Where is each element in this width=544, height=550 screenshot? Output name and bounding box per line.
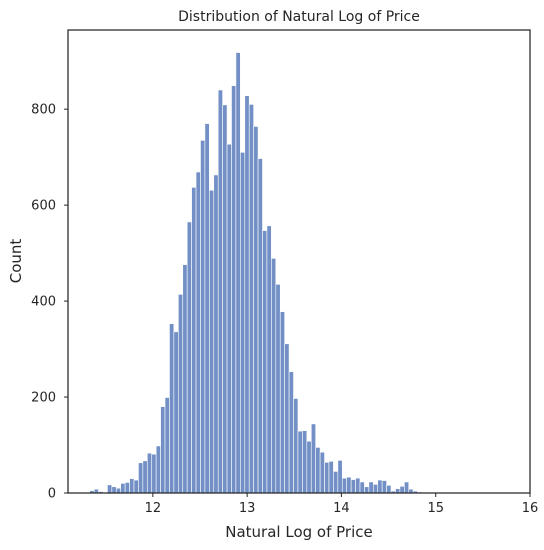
histogram-bar [222, 104, 228, 494]
histogram-bars [89, 52, 507, 494]
histogram-bar [346, 476, 352, 494]
histogram-bar [253, 126, 259, 494]
y-tick-label: 0 [48, 487, 56, 502]
histogram-bar [213, 174, 219, 494]
histogram-bar [266, 225, 272, 494]
histogram-bar [288, 371, 294, 494]
histogram-bar [129, 478, 135, 494]
histogram-bar [240, 152, 246, 494]
histogram-bar [248, 104, 254, 494]
histogram-bar [395, 488, 401, 494]
histogram-bar [142, 460, 148, 494]
histogram-bar [310, 423, 316, 494]
x-tick-label: 16 [522, 501, 539, 516]
y-axis-title: Count [7, 239, 25, 284]
chart-title: Distribution of Natural Log of Price [178, 9, 420, 25]
histogram-bar [164, 397, 170, 494]
histogram-bar [319, 451, 325, 494]
y-tick-label: 800 [31, 103, 56, 118]
histogram-bar [217, 89, 223, 494]
histogram-bar [386, 485, 392, 494]
histogram-bar [284, 343, 290, 494]
histogram-bar [178, 294, 184, 494]
histogram-bar [200, 140, 206, 494]
histogram-bar [333, 471, 339, 494]
histogram-bar [124, 482, 130, 494]
histogram-bar [350, 479, 356, 494]
y-tick-label: 200 [31, 391, 56, 406]
plot-frame [67, 29, 531, 494]
histogram-bar [244, 95, 250, 494]
histogram-bar [120, 483, 126, 494]
histogram-bar [328, 461, 334, 494]
histogram-bar [359, 481, 365, 494]
histogram-bar [381, 480, 387, 494]
histogram-bar [315, 447, 321, 494]
histogram-bar [271, 258, 277, 494]
x-axis-ticks: 12 13 14 15 16 [145, 493, 539, 516]
histogram-bar [293, 398, 299, 494]
histogram-bar [169, 323, 175, 494]
histogram-bar [279, 311, 285, 494]
histogram-bar [195, 171, 201, 494]
y-tick-label: 400 [31, 295, 56, 310]
histogram-bar [377, 479, 383, 494]
histogram-bar [297, 430, 303, 494]
histogram-bar [262, 230, 268, 494]
histogram-bar [204, 123, 210, 494]
histogram-bar [364, 486, 370, 494]
y-axis-ticks: 0 200 400 600 800 [31, 103, 68, 502]
x-tick-label: 12 [145, 501, 162, 516]
x-axis-title: Natural Log of Price [225, 523, 372, 541]
histogram-bar [186, 221, 192, 494]
histogram-bar [111, 486, 117, 494]
histogram-bar [173, 331, 179, 494]
histogram-bar [324, 461, 330, 494]
histogram-bar [133, 479, 139, 494]
histogram-bar [306, 440, 312, 494]
histogram-bar [182, 264, 188, 494]
histogram-bar [337, 460, 343, 494]
histogram-bar [138, 462, 144, 494]
histogram-bar [372, 484, 379, 494]
x-tick-label: 15 [427, 501, 444, 516]
histogram-bar [191, 187, 197, 494]
histogram-bar [404, 481, 410, 494]
histogram-bar [341, 477, 348, 494]
histogram-bar [231, 85, 237, 494]
histogram-bar [151, 453, 157, 494]
histogram-bar [355, 477, 361, 494]
histogram-bar [368, 481, 374, 494]
histogram-bar [302, 430, 308, 494]
histogram-bar [275, 283, 281, 494]
histogram-bar [226, 143, 232, 494]
histogram-bar [209, 189, 215, 494]
histogram-bar [235, 52, 241, 494]
y-tick-label: 600 [31, 199, 56, 214]
histogram-bar [257, 158, 263, 494]
histogram-bar [155, 445, 161, 494]
x-tick-label: 13 [239, 501, 256, 516]
x-tick-label: 14 [333, 501, 350, 516]
histogram-bar [146, 452, 153, 494]
histogram-bar [160, 406, 166, 494]
histogram-bar [399, 485, 405, 494]
histogram-bar [107, 484, 113, 494]
histogram-bar [115, 487, 121, 494]
